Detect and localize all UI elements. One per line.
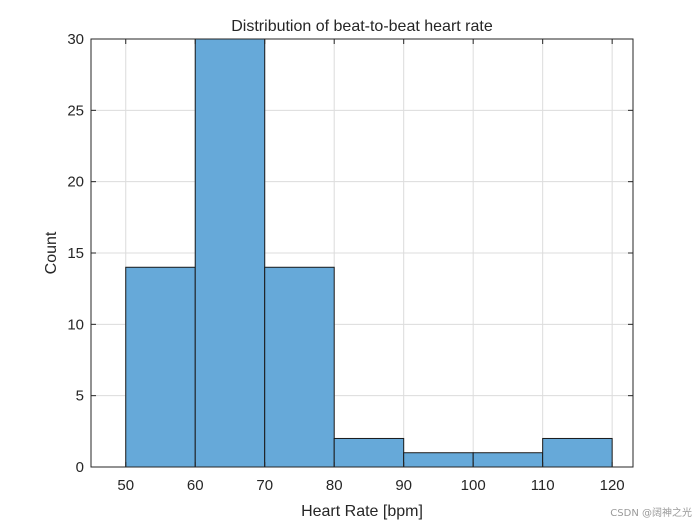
histogram-bar xyxy=(333,437,405,468)
histogram-bar xyxy=(542,437,613,468)
x-tick-label: 100 xyxy=(461,477,486,494)
y-axis-label: Count xyxy=(43,231,60,274)
x-tick-label: 60 xyxy=(187,477,204,494)
y-tick-label: 20 xyxy=(67,174,84,191)
watermark-text: CSDN @阔神之光 xyxy=(610,508,692,519)
y-tick-label: 25 xyxy=(67,102,84,119)
y-tick-label: 5 xyxy=(76,388,84,405)
histogram-bar xyxy=(403,452,474,468)
x-tick-label: 70 xyxy=(256,477,273,494)
ticks-layer xyxy=(91,38,633,468)
bars-layer xyxy=(125,38,613,468)
histogram-bar xyxy=(194,38,266,468)
x-tick-label: 90 xyxy=(395,477,412,494)
histogram-bar xyxy=(264,266,335,468)
x-tick-label: 120 xyxy=(600,477,625,494)
x-tick-label: 50 xyxy=(117,477,134,494)
y-tick-label: 15 xyxy=(67,245,84,262)
chart-title: Distribution of beat-to-beat heart rate xyxy=(231,18,493,35)
histogram-bar xyxy=(125,266,196,468)
histogram-bar xyxy=(472,452,544,468)
y-tick-label: 0 xyxy=(76,459,84,476)
x-tick-label: 80 xyxy=(326,477,343,494)
y-tick-label: 30 xyxy=(67,31,84,48)
tick-labels-layer: 50 60 70 80 90 100 110 120 0 5 10 15 20 25 30 xyxy=(67,31,624,494)
x-tick-label: 110 xyxy=(531,477,555,494)
y-tick-label: 10 xyxy=(67,316,84,333)
x-axis-label: Heart Rate [bpm] xyxy=(301,503,423,520)
